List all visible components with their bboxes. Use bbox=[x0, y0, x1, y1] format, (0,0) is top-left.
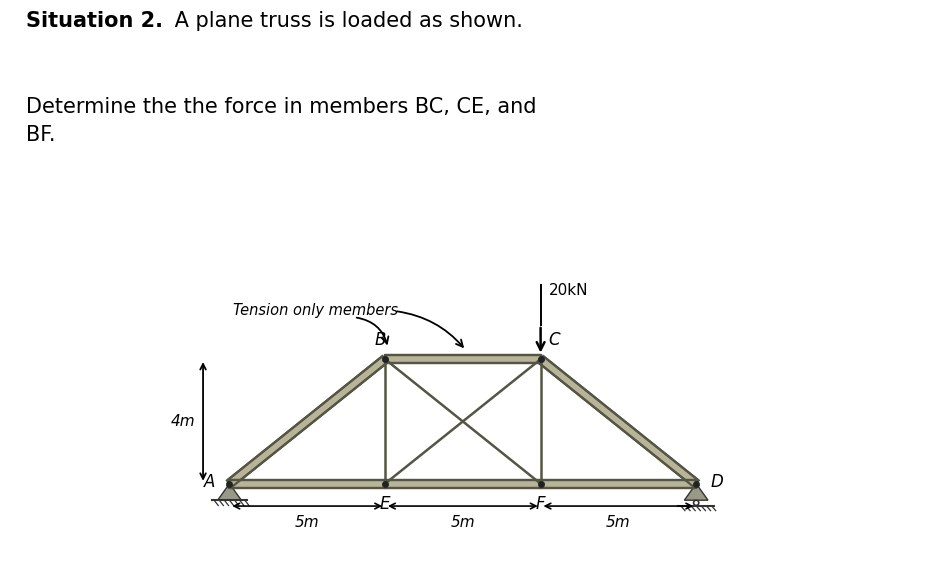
Text: A plane truss is loaded as shown.: A plane truss is loaded as shown. bbox=[168, 11, 524, 31]
Polygon shape bbox=[540, 479, 697, 488]
Text: F: F bbox=[536, 496, 545, 514]
Text: E: E bbox=[380, 496, 390, 514]
Text: D: D bbox=[711, 473, 723, 491]
Text: 4m: 4m bbox=[171, 414, 195, 429]
Text: 20kN: 20kN bbox=[549, 283, 588, 298]
Polygon shape bbox=[385, 479, 540, 488]
Text: 5m: 5m bbox=[295, 515, 320, 530]
Text: 5m: 5m bbox=[606, 515, 631, 530]
Polygon shape bbox=[538, 356, 698, 487]
FancyArrowPatch shape bbox=[397, 312, 463, 347]
Polygon shape bbox=[385, 355, 540, 364]
Text: B: B bbox=[375, 331, 386, 349]
FancyArrowPatch shape bbox=[356, 317, 388, 344]
Text: A: A bbox=[204, 473, 215, 491]
Polygon shape bbox=[227, 356, 388, 487]
Polygon shape bbox=[218, 484, 241, 500]
Text: Tension only members: Tension only members bbox=[233, 304, 397, 319]
Polygon shape bbox=[684, 484, 708, 500]
Text: Situation 2.: Situation 2. bbox=[26, 11, 164, 31]
Text: C: C bbox=[549, 331, 560, 349]
Text: 5m: 5m bbox=[451, 515, 475, 530]
Text: Determine the the force in members BC, CE, and
BF.: Determine the the force in members BC, C… bbox=[26, 97, 537, 145]
Polygon shape bbox=[229, 479, 385, 488]
